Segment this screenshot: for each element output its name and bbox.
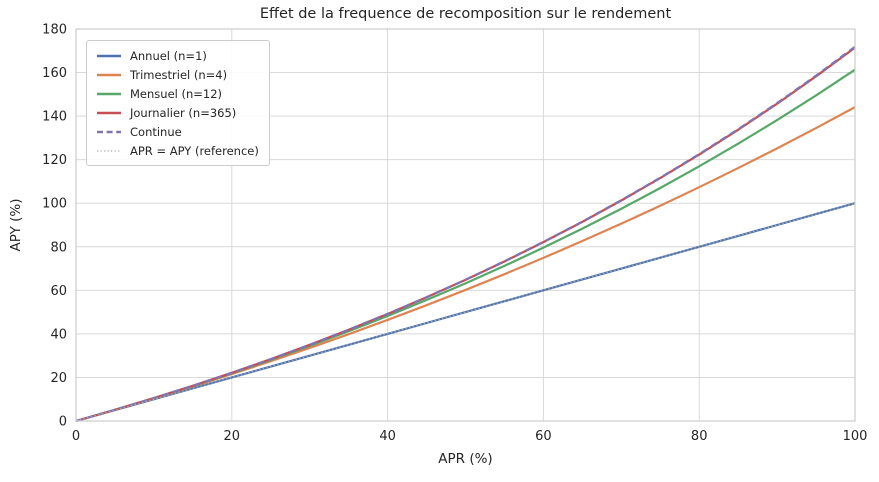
y-tick-label: 160: [42, 66, 67, 81]
legend-item-continue: Continue: [96, 124, 259, 139]
series-line-continue: [75, 45, 856, 423]
legend: Annuel (n=1) Trimestriel (n=4) Mensuel (n=…: [86, 40, 270, 166]
legend-line-sample-apr-apy-reference: [97, 149, 121, 152]
y-tick-label: 0: [59, 415, 67, 430]
y-axis-label: APY (%): [8, 198, 24, 252]
y-tick-label: 140: [42, 110, 67, 125]
x-tick-label: 60: [535, 429, 552, 444]
plot-frame: [75, 28, 856, 422]
legend-label: Trimestriel (n=4): [130, 67, 228, 82]
series-line-annuel-n-1: [75, 202, 856, 423]
legend-label: Continue: [130, 124, 182, 139]
y-tick-label: 120: [42, 153, 67, 168]
x-axis-label: APR (%): [438, 451, 493, 467]
legend-label: APR = APY (reference): [130, 143, 259, 158]
y-tick-label: 100: [42, 197, 67, 212]
legend-line-sample-mensuel-n-12: [97, 92, 121, 95]
legend-label: Journalier (n=365): [130, 105, 237, 120]
x-tick-label: 0: [72, 429, 80, 444]
legend-item-annuel-n-1: Annuel (n=1): [96, 48, 259, 63]
y-tick-label: 80: [50, 240, 67, 255]
legend-line-sample-annuel-n-1: [97, 54, 121, 57]
legend-item-apr-apy-reference: APR = APY (reference): [96, 143, 259, 158]
legend-item-mensuel-n-12: Mensuel (n=12): [96, 86, 259, 101]
y-tick-label: 180: [42, 23, 67, 38]
x-tick-label: 20: [224, 429, 241, 444]
legend-line-sample-journalier-n-365: [97, 111, 121, 114]
legend-line-sample-continue: [97, 130, 121, 133]
y-tick-label: 60: [50, 284, 67, 299]
legend-item-journalier-n-365: Journalier (n=365): [96, 105, 259, 120]
x-tick-label: 100: [843, 429, 868, 444]
legend-label: Annuel (n=1): [130, 48, 207, 63]
x-tick-label: 80: [691, 429, 708, 444]
legend-line-sample-trimestriel-n-4: [97, 73, 121, 76]
chart-title: Effet de la frequence de recomposition s…: [259, 6, 672, 22]
legend-item-trimestriel-n-4: Trimestriel (n=4): [96, 67, 259, 82]
legend-label: Mensuel (n=12): [130, 86, 223, 101]
y-tick-label: 20: [50, 371, 67, 386]
x-tick-label: 40: [379, 429, 396, 444]
y-tick-label: 40: [50, 327, 67, 342]
